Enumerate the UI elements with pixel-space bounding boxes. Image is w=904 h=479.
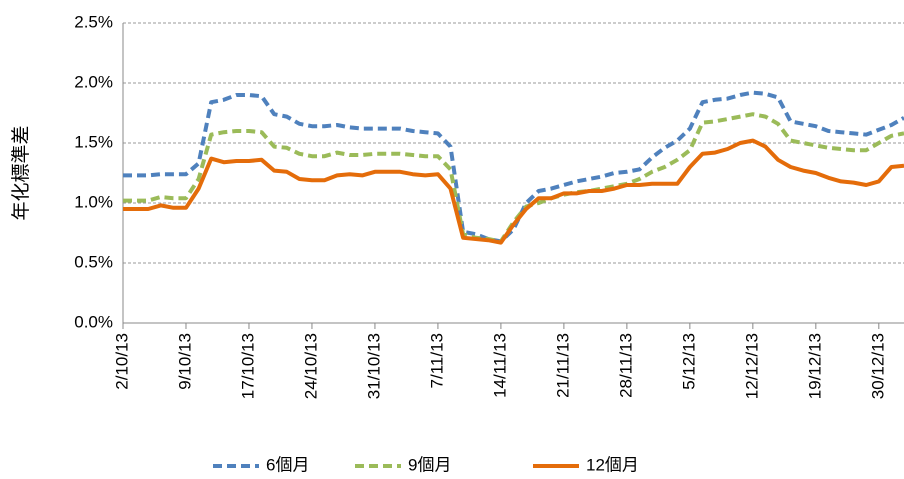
- y-tick-label: 1.5%: [74, 132, 113, 151]
- x-tick-label: 12/12/13: [742, 333, 761, 399]
- x-tick-label: 28/11/13: [616, 333, 635, 398]
- x-tick-label: 24/10/13: [301, 333, 320, 399]
- y-tick-label: 0.5%: [74, 252, 113, 271]
- x-tick-label: 2/10/13: [112, 333, 131, 390]
- y-tick-label: 1.0%: [74, 192, 113, 211]
- y-axis-title: 年化標準差: [10, 125, 32, 220]
- x-tick-label: 17/10/13: [238, 333, 257, 399]
- series-line: [123, 138, 904, 245]
- y-tick-label: 0.0%: [74, 312, 113, 331]
- y-tick-label: 2.5%: [74, 12, 113, 31]
- x-tick-label: 31/10/13: [364, 333, 383, 399]
- x-tick-label: 21/11/13: [553, 333, 572, 398]
- series-line: [123, 90, 904, 244]
- x-tick-label: 19/12/13: [805, 333, 824, 399]
- legend-label: 12個月: [586, 455, 639, 474]
- x-tick-label: 7/11/13: [427, 333, 446, 388]
- x-tick-label: 5/12/13: [679, 333, 698, 390]
- series-line: [123, 112, 904, 244]
- x-tick-label: 14/11/13: [490, 333, 509, 398]
- y-tick-label: 2.0%: [74, 72, 113, 91]
- x-tick-label: 30/12/13: [868, 333, 887, 399]
- x-tick-label: 9/10/13: [175, 333, 194, 390]
- legend-label: 9個月: [408, 455, 451, 474]
- legend-label: 6個月: [266, 455, 309, 474]
